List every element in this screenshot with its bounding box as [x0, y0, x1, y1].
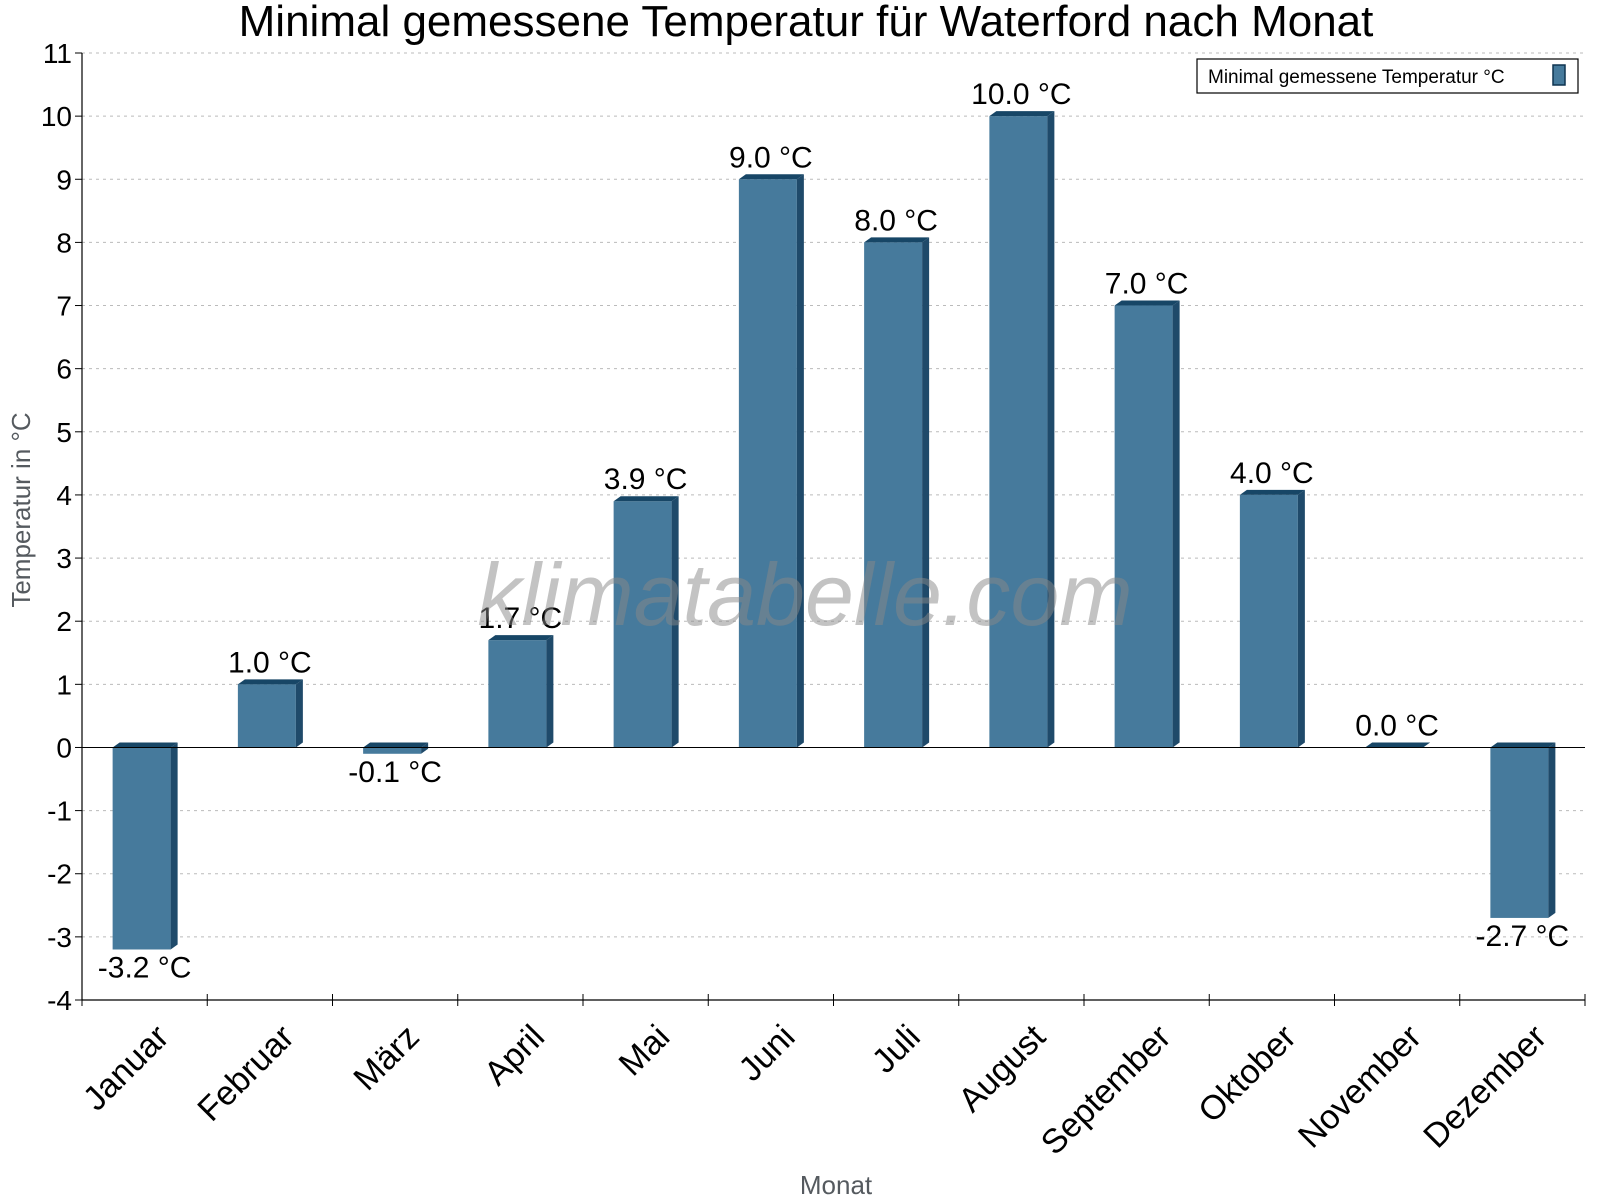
bar-group [112, 742, 178, 950]
bar [864, 242, 923, 748]
bar-side [1548, 742, 1556, 918]
data-label: 10.0 °C [971, 78, 1071, 111]
bar [1239, 494, 1298, 748]
bar [1490, 747, 1549, 918]
x-tick-label: April [477, 1018, 552, 1093]
data-label: 1.0 °C [228, 646, 312, 679]
y-tick-label: -1 [47, 796, 72, 827]
bar-group [1239, 489, 1305, 748]
bar-top [237, 679, 303, 685]
x-tick-label: März [346, 1018, 426, 1098]
bar-group [613, 496, 679, 748]
x-tick-label: Oktober [1191, 1018, 1303, 1130]
bar [738, 179, 797, 748]
grid [82, 52, 1585, 938]
bars [112, 111, 1556, 950]
bar-group [1490, 742, 1556, 918]
data-label: 3.9 °C [604, 463, 688, 496]
bar [488, 640, 547, 748]
bar [112, 747, 171, 950]
bar-group [363, 742, 429, 754]
y-tick-label: -4 [47, 985, 72, 1016]
bar-group [1114, 300, 1180, 748]
data-label: 9.0 °C [729, 141, 813, 174]
x-tick-label: Februar [190, 1018, 301, 1129]
x-tick-label: September [1034, 1018, 1178, 1162]
bar-side [170, 742, 178, 950]
x-tick-label: Juni [732, 1018, 803, 1089]
legend-swatch [1552, 64, 1566, 86]
y-tick-label: 2 [56, 606, 72, 637]
y-tick-label: 5 [56, 417, 72, 448]
y-tick-label: -3 [47, 922, 72, 953]
x-tick-label: Dezember [1416, 1018, 1554, 1156]
bar-top [488, 635, 554, 641]
bar-top [864, 237, 930, 243]
watermark: klimatabelle.com [477, 545, 1132, 644]
y-tick-label: -2 [47, 859, 72, 890]
bar-side [421, 742, 429, 754]
data-label: 8.0 °C [854, 204, 938, 237]
x-tick-label: Mai [612, 1018, 678, 1084]
bar-group [864, 237, 930, 748]
y-tick-label: 3 [56, 543, 72, 574]
y-tick-label: 11 [43, 38, 72, 69]
bar-side [796, 174, 804, 748]
bar-group [989, 111, 1055, 748]
data-labels: -3.2 °C 1.0 °C -0.1 °C 1.7 °C 3.9 °C 9.0 °C 8.… [98, 78, 1569, 984]
bar-group [488, 635, 554, 748]
bar-side [1172, 300, 1180, 748]
data-label: -0.1 °C [348, 756, 442, 789]
data-label: -2.7 °C [1476, 920, 1570, 953]
data-label: 0.0 °C [1355, 709, 1439, 742]
legend: Minimal gemessene Temperatur °C [1196, 58, 1579, 94]
data-label: -3.2 °C [98, 951, 192, 984]
x-tick-label: August [951, 1017, 1053, 1119]
y-tick-label: 10 [41, 101, 72, 132]
y-tick-label: 0 [56, 732, 72, 763]
x-tick-label: Januar [76, 1018, 176, 1118]
bar-top [1239, 489, 1305, 495]
y-tick-label: 1 [56, 669, 72, 700]
bar-top [738, 174, 804, 180]
x-axis-label: Monat [800, 1170, 873, 1200]
bar-top [1490, 742, 1556, 748]
data-label: 4.0 °C [1230, 457, 1314, 490]
data-label: 7.0 °C [1105, 268, 1189, 301]
legend-label: Minimal gemessene Temperatur °C [1208, 67, 1505, 88]
x-tick-label: November [1291, 1018, 1429, 1156]
y-tick-label: 4 [56, 480, 72, 511]
y-tick-label: 7 [56, 291, 72, 322]
bar [989, 116, 1048, 748]
bar-group [738, 174, 804, 748]
bar-top [989, 111, 1055, 117]
bar-group [237, 679, 303, 748]
bar-side [295, 679, 303, 748]
bar-side [671, 496, 679, 748]
bar [363, 747, 422, 754]
data-label: 1.7 °C [479, 602, 563, 635]
bar-top [613, 496, 679, 502]
bar-top [112, 742, 178, 748]
y-tick-label: 8 [56, 227, 72, 258]
bar-side [1047, 111, 1055, 748]
bar-side [922, 237, 930, 748]
bar-top [363, 742, 429, 748]
x-tick-label: Juli [865, 1018, 928, 1081]
bar-top [1365, 742, 1431, 748]
bar-side [1297, 489, 1305, 748]
y-tick-label: 9 [56, 164, 72, 195]
y-axis-label: Temperatur in °C [6, 412, 36, 607]
y-tick-label: 6 [56, 354, 72, 385]
bar-top [1114, 300, 1180, 306]
bar-side [546, 635, 554, 748]
bar [1114, 305, 1173, 748]
bar [237, 684, 296, 748]
chart-title: Minimal gemessene Temperatur für Waterfo… [239, 0, 1374, 46]
legend-box [1196, 58, 1579, 94]
bar [613, 501, 672, 748]
